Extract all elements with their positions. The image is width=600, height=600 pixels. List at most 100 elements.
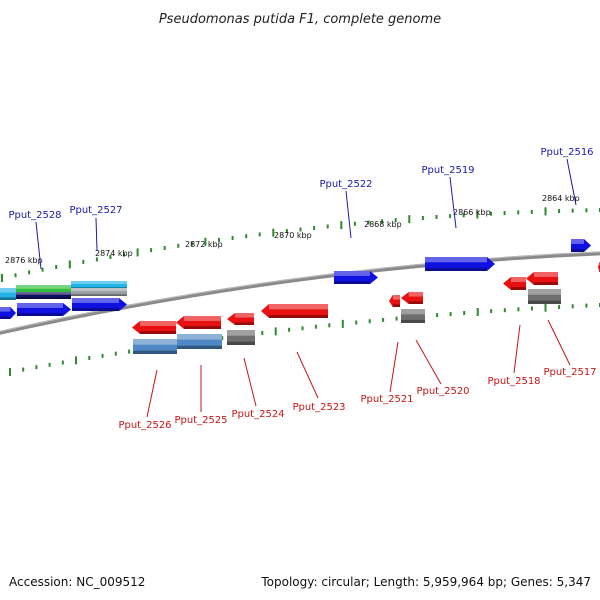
tick-mark bbox=[544, 303, 547, 312]
tick-mark bbox=[449, 214, 452, 219]
gene-label: Pput_2525 bbox=[174, 415, 227, 426]
feature-block bbox=[71, 281, 127, 289]
accession-text: Accession: NC_009512 bbox=[9, 575, 145, 589]
gene-arrow-forward bbox=[334, 271, 378, 284]
tick-mark bbox=[490, 211, 492, 216]
callout-line bbox=[243, 357, 257, 407]
tick-mark bbox=[314, 324, 317, 329]
tick-mark bbox=[313, 226, 316, 230]
tick-mark bbox=[177, 243, 180, 248]
callout-line bbox=[449, 176, 457, 229]
feature-block bbox=[401, 309, 425, 323]
gene-label: Pput_2527 bbox=[69, 205, 122, 216]
gene-label: Pput_2528 bbox=[8, 210, 61, 221]
tick-mark bbox=[95, 257, 98, 262]
tick-mark bbox=[301, 326, 304, 331]
tick-mark bbox=[48, 362, 51, 367]
tick-mark bbox=[204, 237, 207, 246]
gene-arrow-reverse bbox=[176, 316, 221, 329]
feature-block bbox=[71, 288, 127, 296]
tick-mark bbox=[68, 260, 71, 269]
tick-mark bbox=[101, 353, 104, 358]
gene-label: Pput_2521 bbox=[360, 394, 413, 405]
tick-mark bbox=[75, 356, 77, 365]
tick-mark bbox=[517, 307, 520, 312]
tick-mark bbox=[421, 216, 424, 220]
tick-mark bbox=[261, 331, 264, 335]
tick-mark bbox=[585, 208, 588, 213]
tick-mark bbox=[353, 221, 356, 226]
tick-mark bbox=[381, 219, 384, 224]
tick-mark bbox=[231, 236, 234, 240]
feature-block bbox=[528, 289, 561, 304]
feature-block bbox=[227, 330, 255, 345]
tick-mark bbox=[544, 207, 547, 216]
feature-block bbox=[0, 288, 16, 300]
gene-label: Pput_2519 bbox=[421, 165, 474, 176]
tick-mark bbox=[368, 319, 371, 324]
callout-line bbox=[95, 217, 98, 252]
tick-mark bbox=[41, 267, 44, 272]
gene-arrow-forward bbox=[571, 239, 591, 252]
callout-line bbox=[35, 221, 42, 270]
gene-arrow-forward bbox=[425, 257, 495, 271]
tick-mark bbox=[136, 248, 139, 257]
tick-mark bbox=[382, 317, 385, 322]
feature-block bbox=[16, 292, 71, 299]
gene-arrow-reverse bbox=[401, 292, 423, 304]
tick-mark bbox=[245, 234, 248, 239]
tick-mark bbox=[190, 241, 193, 246]
tick-mark bbox=[128, 349, 131, 354]
callout-line bbox=[415, 339, 442, 385]
tick-mark bbox=[367, 220, 370, 225]
tick-mark bbox=[88, 356, 91, 360]
gene-arrow-reverse bbox=[132, 321, 176, 334]
scale-label: 2872 kbp bbox=[185, 240, 223, 249]
tick-mark bbox=[558, 305, 561, 309]
tick-mark bbox=[503, 211, 506, 216]
scale-label: 2866 kbp bbox=[453, 208, 491, 217]
tick-mark bbox=[490, 309, 493, 314]
tick-mark bbox=[328, 323, 331, 328]
tick-mark bbox=[558, 209, 561, 213]
tick-mark bbox=[408, 215, 411, 224]
tick-mark bbox=[288, 327, 291, 332]
tick-marks-outer bbox=[1, 207, 600, 282]
callout-line bbox=[566, 158, 577, 206]
tick-mark bbox=[517, 210, 520, 215]
scale-label: 2874 kbp bbox=[95, 249, 133, 258]
tick-mark bbox=[394, 218, 397, 223]
tick-mark bbox=[272, 228, 275, 237]
gene-labels: Pput_2528 Pput_2527 Pput_2522 Pput_2519 … bbox=[8, 147, 596, 431]
tick-mark bbox=[476, 210, 479, 219]
tick-mark bbox=[123, 252, 125, 257]
genome-backbone-highlight bbox=[0, 251, 600, 332]
tick-mark bbox=[476, 308, 479, 316]
gene-label: Pput_2522 bbox=[319, 179, 372, 190]
tick-mark bbox=[530, 209, 533, 214]
gene-arrow-reverse bbox=[227, 313, 254, 325]
tick-mark bbox=[14, 273, 17, 278]
callout-line bbox=[146, 369, 158, 418]
feature-tracks bbox=[0, 239, 600, 354]
tick-mark bbox=[150, 248, 153, 253]
map-title: Pseudomonas putida F1, complete genome bbox=[159, 12, 441, 27]
tick-mark bbox=[61, 360, 64, 365]
gene-label: Pput_2516 bbox=[540, 147, 593, 158]
tick-mark bbox=[326, 224, 329, 229]
gene-arrow-reverse bbox=[261, 304, 328, 318]
scale-label: 2868 kbp bbox=[364, 220, 402, 229]
tick-mark bbox=[55, 265, 58, 269]
gene-arrow-forward bbox=[0, 307, 16, 319]
callout-line bbox=[547, 319, 571, 366]
scale-labels: 2876 kbp 2874 kbp 2872 kbp 2870 kbp 2868… bbox=[5, 194, 580, 265]
tick-mark bbox=[355, 320, 358, 325]
callout-line bbox=[389, 341, 399, 393]
tick-mark bbox=[449, 312, 452, 317]
tick-mark bbox=[585, 303, 588, 308]
gene-label: Pput_2520 bbox=[416, 386, 469, 397]
callout-line bbox=[345, 190, 352, 239]
tick-mark bbox=[114, 351, 117, 356]
genome-summary-text: Topology: circular; Length: 5,959,964 bp… bbox=[260, 575, 591, 589]
scale-label: 2870 kbp bbox=[274, 231, 312, 240]
